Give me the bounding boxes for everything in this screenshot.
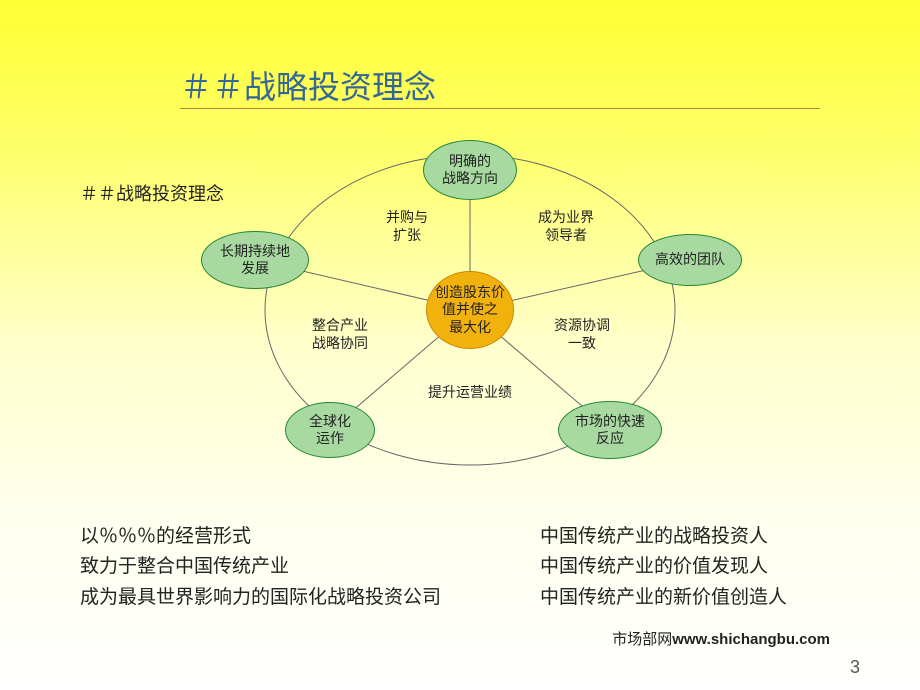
bl-line-3: 成为最具世界影响力的国际化战略投资公司 [80,583,441,613]
br-line-1: 中国传统产业的战略投资人 [540,522,787,552]
slide: ＃＃战略投资理念 ＃＃战略投资理念 创造股东价 值并使之 最大化明确的 战略方向… [0,0,920,690]
spoke-label-left: 整合产业 战略协同 [312,316,368,352]
bl-line-2: 致力于整合中国传统产业 [80,552,441,582]
node-left: 长期持续地 发展 [201,231,309,289]
spoke-label-top: 并购与 扩张 [386,208,428,244]
node-right: 高效的团队 [638,234,742,286]
bottom-right-text: 中国传统产业的战略投资人 中国传统产业的价值发现人 中国传统产业的新价值创造人 [540,522,787,613]
spoke-label-br: 资源协调 一致 [554,316,610,352]
spoke-label-bl: 提升运营业绩 [428,383,512,401]
page-number: 3 [850,657,860,678]
node-bl: 全球化 运作 [285,402,375,458]
strategy-diagram: 创造股东价 值并使之 最大化 明确的 战略方向高效的团队市场的快速 反应 全球化 运… [150,120,790,500]
spoke-label-right: 成为业界 领导者 [538,208,594,244]
node-br: 市场的快速 反应 [558,401,662,459]
center-node: 创造股东价 值并使之 最大化 [426,271,514,349]
title-underline [180,108,820,109]
br-line-3: 中国传统产业的新价值创造人 [540,583,787,613]
footer-label: 市场部网 [612,631,672,648]
page-title: ＃＃战略投资理念 [180,62,436,108]
footer: 市场部网www.shichangbu.com [612,628,830,649]
node-top: 明确的 战略方向 [423,140,517,200]
bl-line-1: 以％％％的经营形式 [80,522,441,552]
bottom-left-text: 以％％％的经营形式 致力于整合中国传统产业 成为最具世界影响力的国际化战略投资公… [80,522,441,613]
br-line-2: 中国传统产业的价值发现人 [540,552,787,582]
footer-url: www.shichangbu.com [672,631,830,648]
